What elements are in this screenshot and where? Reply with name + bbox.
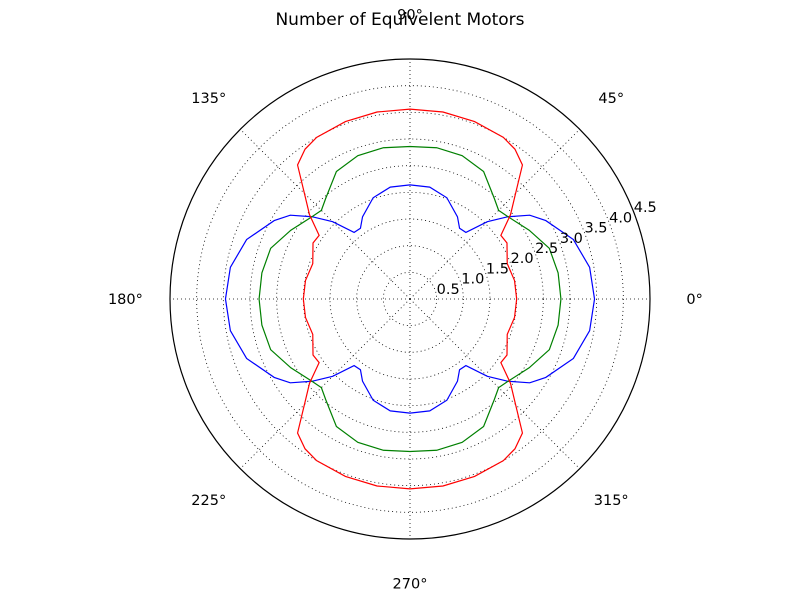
grid: [170, 59, 650, 539]
angle-tick-label: 270°: [393, 577, 428, 593]
radial-gridline: [356, 245, 464, 353]
angular-gridline: [409, 298, 580, 469]
angle-tick-label: 315°: [594, 493, 629, 509]
angular-gridline: [240, 129, 411, 300]
angle-tick-label: 0°: [686, 292, 702, 308]
radial-gridline: [222, 111, 598, 487]
radial-tick-label: 2.0: [511, 251, 534, 267]
angle-tick-label: 180°: [108, 292, 143, 308]
series-group: [224, 108, 596, 490]
angle-tick-label: 225°: [191, 493, 226, 509]
series-line-3: [296, 108, 524, 490]
series-line-1: [224, 184, 596, 414]
chart-title: Number of Equivelent Motors: [275, 10, 525, 30]
angle-tick-label: 135°: [191, 91, 226, 107]
radial-tick-label: 1.0: [461, 272, 484, 288]
plot-frame: [169, 58, 651, 540]
series-line-2: [258, 145, 562, 453]
angular-gridline: [409, 129, 580, 300]
radial-tick-label: 4.0: [609, 210, 632, 226]
angle-tick-label: 90°: [397, 7, 423, 23]
radial-gridline: [382, 271, 438, 327]
radial-tick-label: 3.5: [584, 221, 607, 237]
angular-gridline: [240, 298, 411, 469]
radial-tick-label: 3.0: [560, 231, 583, 247]
radial-gridline: [196, 85, 624, 513]
radial-tick-label: 0.5: [437, 282, 460, 298]
radial-tick-label: 4.5: [634, 200, 657, 216]
radial-tick-label: 2.5: [535, 241, 558, 257]
angle-tick-label: 45°: [598, 91, 624, 107]
radial-gridline: [276, 165, 544, 433]
radial-tick-label: 1.5: [486, 261, 509, 277]
tick-labels: 0° 45° 90° 135° 180° 225° 270° 315° 0.51.01.52.0…: [108, 7, 703, 592]
polar-frame: [169, 58, 651, 540]
